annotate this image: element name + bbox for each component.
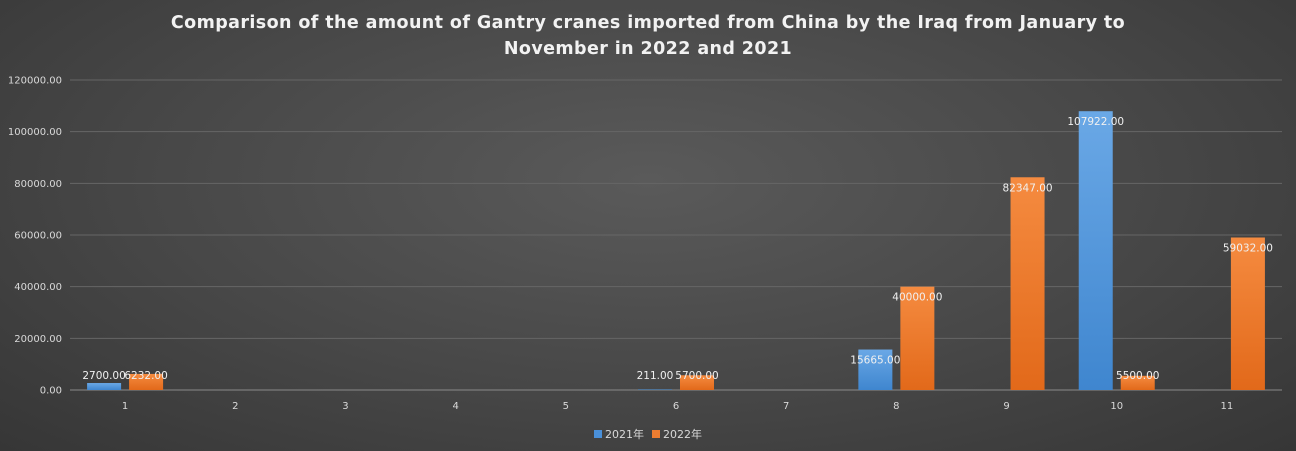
bar-2022年-8[interactable] — [900, 286, 935, 390]
bar-2021年-10[interactable] — [1078, 111, 1113, 390]
y-tick-label: 80000.00 — [14, 179, 62, 190]
data-label: 6232.00 — [124, 370, 167, 382]
data-label: 5700.00 — [675, 370, 718, 382]
y-tick-label: 100000.00 — [8, 127, 62, 138]
data-label: 40000.00 — [892, 292, 942, 304]
data-label: 5500.00 — [1116, 370, 1159, 382]
x-tick-label: 1 — [122, 401, 128, 412]
bar-2022年-6[interactable] — [680, 375, 714, 390]
bar-2021年-6[interactable] — [638, 389, 672, 390]
data-label: 211.00 — [637, 370, 674, 382]
legend-label-2021: 2021年 — [605, 428, 644, 441]
y-tick-label: 20000.00 — [14, 334, 62, 345]
bar-2021年-8[interactable] — [858, 349, 893, 390]
x-tick-label: 10 — [1110, 401, 1123, 412]
data-label: 15665.00 — [850, 355, 900, 367]
bar-2022年-11[interactable] — [1230, 237, 1265, 390]
data-label: 82347.00 — [1002, 182, 1052, 194]
x-tick-label: 3 — [342, 401, 348, 412]
data-label: 107922.00 — [1067, 116, 1124, 128]
x-tick-label: 11 — [1221, 401, 1234, 412]
y-tick-label: 120000.00 — [8, 76, 62, 87]
y-tick-label: 60000.00 — [14, 231, 62, 242]
y-tick-label: 40000.00 — [14, 282, 62, 293]
x-tick-label: 8 — [893, 401, 899, 412]
bar-2021年-1[interactable] — [87, 383, 122, 390]
legend-label-2022: 2022年 — [663, 428, 702, 441]
chart-title-line1: Comparison of the amount of Gantry crane… — [170, 13, 1126, 33]
legend-item-2021[interactable]: 2021年 — [594, 426, 644, 442]
chart-title: Comparison of the amount of Gantry crane… — [0, 10, 1296, 62]
legend-item-2022[interactable]: 2022年 — [652, 426, 702, 442]
bar-2022年-10[interactable] — [1120, 375, 1155, 390]
x-tick-label: 4 — [452, 401, 458, 412]
y-tick-label: 0.00 — [40, 386, 62, 397]
legend: 2021年 2022年 — [0, 426, 1296, 442]
data-label: 2700.00 — [82, 370, 125, 382]
chart-title-line2: November in 2022 and 2021 — [503, 39, 793, 59]
x-tick-label: 6 — [673, 401, 679, 412]
x-tick-label: 2 — [232, 401, 238, 412]
x-tick-label: 5 — [563, 401, 569, 412]
legend-swatch-2021 — [594, 430, 602, 438]
legend-swatch-2022 — [652, 430, 660, 438]
bar-2022年-9[interactable] — [1010, 177, 1045, 390]
bar-2022年-1[interactable] — [129, 373, 164, 390]
data-label: 59032.00 — [1223, 243, 1273, 255]
x-tick-label: 7 — [783, 401, 789, 412]
x-tick-label: 9 — [1003, 401, 1009, 412]
